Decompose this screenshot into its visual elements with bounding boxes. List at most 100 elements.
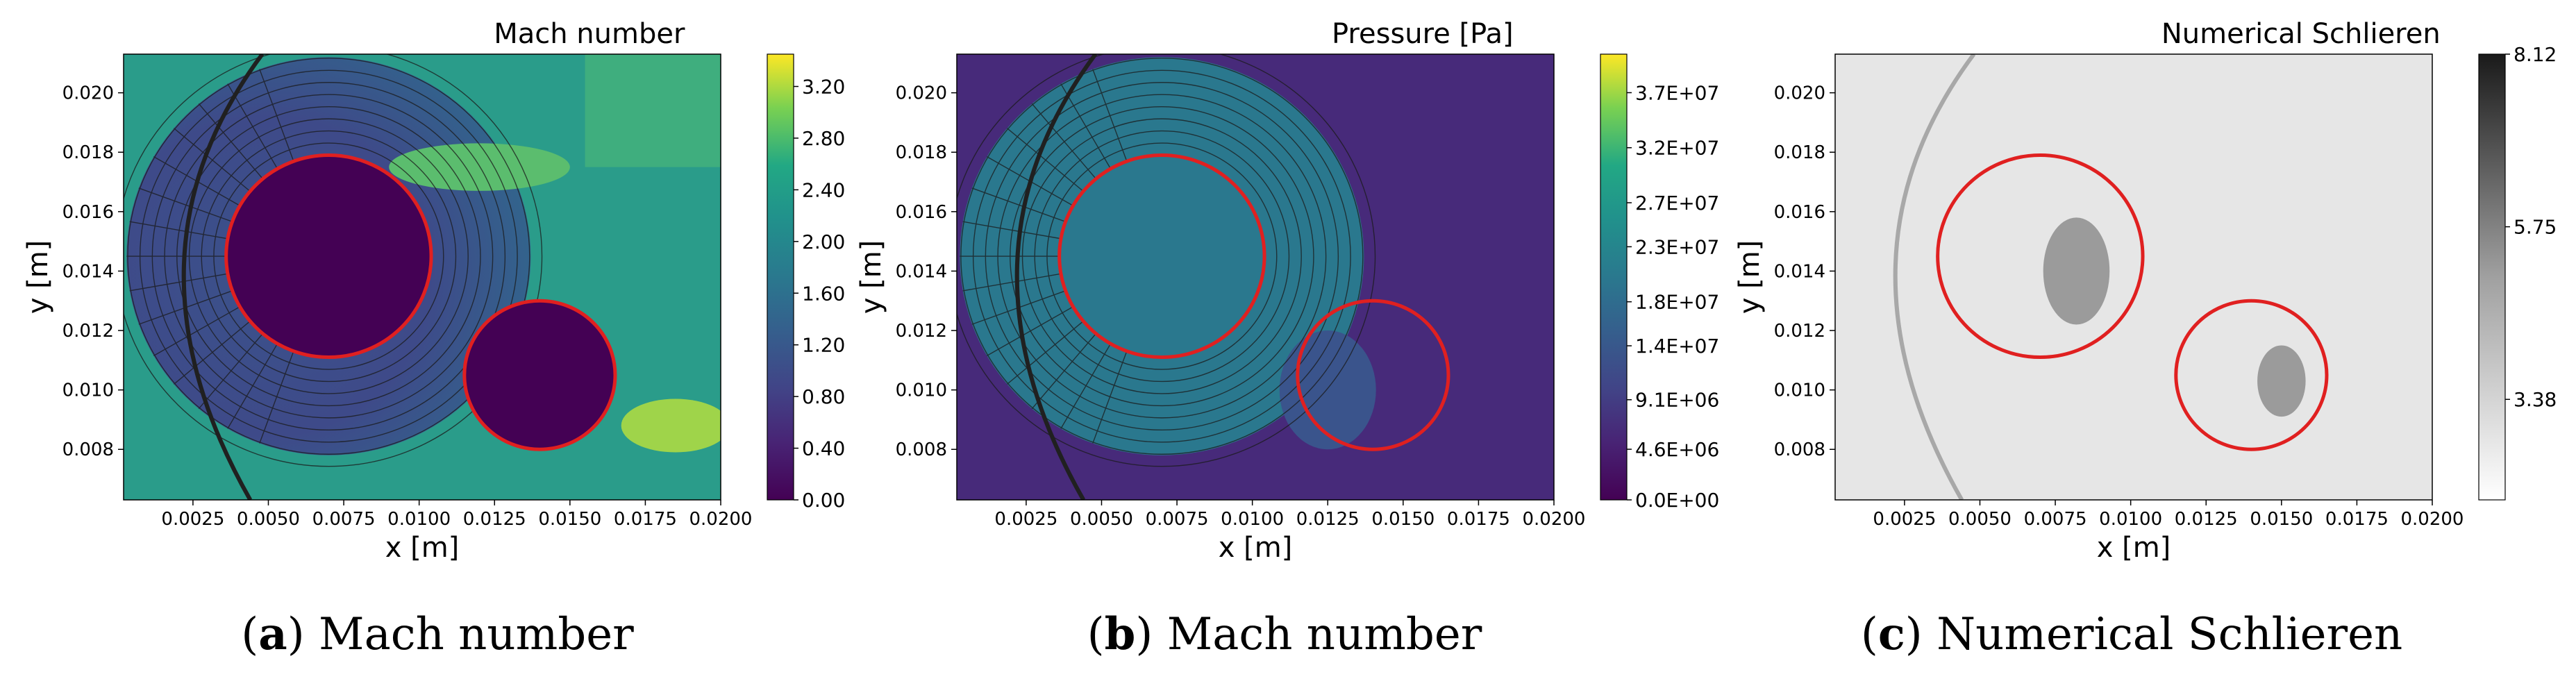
bow-shock [1014, 54, 1098, 500]
plot-frame [1834, 53, 2433, 501]
colorbar [2478, 53, 2506, 501]
caption-letter: b [1105, 608, 1136, 660]
streamline [259, 351, 294, 444]
colorbar-tick-label: 0.40 [802, 437, 845, 460]
x-tick-label: 0.0025 [1873, 509, 1936, 530]
wake-dark-region-2 [2257, 345, 2306, 417]
streamline [129, 273, 228, 292]
streamline [138, 187, 233, 222]
streamline [173, 128, 251, 192]
y-tick-label: 0.018 [896, 142, 947, 163]
colorbar-tick-label: 9.1E+06 [1635, 389, 1719, 412]
plot-frame [123, 53, 721, 501]
x-tick-label: 0.0175 [2325, 509, 2389, 530]
cylinder-1 [1936, 153, 2145, 360]
y-tick-label: 0.008 [1774, 439, 1825, 460]
streamline [227, 83, 278, 169]
y-tick-label: 0.012 [1774, 321, 1825, 342]
colorbar-tick-label: 2.00 [802, 230, 845, 253]
x-tick-label: 0.0150 [538, 509, 601, 530]
y-tick-label: 0.014 [1774, 261, 1825, 282]
x-tick-label: 0.0050 [237, 509, 300, 530]
panel-caption: (b) Mach number [1087, 608, 1482, 660]
x-tick-label: 0.0100 [1221, 509, 1284, 530]
y-axis-label: y [m] [855, 240, 887, 315]
y-tick-label: 0.012 [62, 321, 114, 342]
colorbar-tick-label: 2.3E+07 [1635, 235, 1719, 258]
caption-letter: a [258, 608, 287, 660]
x-tick-label: 0.0075 [1146, 509, 1209, 530]
x-tick-label: 0.0175 [1447, 509, 1510, 530]
colorbar [767, 53, 794, 501]
streamline [1031, 103, 1096, 180]
streamline [173, 321, 251, 385]
x-tick-label: 0.0175 [614, 509, 677, 530]
x-tick-label: 0.0075 [2024, 509, 2087, 530]
caption-letter: c [1878, 608, 1905, 660]
y-axis-label: y [m] [1734, 240, 1766, 315]
streamline [1006, 128, 1084, 192]
y-tick-label: 0.010 [1774, 380, 1825, 401]
y-tick-label: 0.016 [896, 202, 947, 223]
y-tick-label: 0.020 [62, 83, 114, 104]
plot-title: Numerical Schlieren [2161, 18, 2441, 50]
colorbar-tick-label: 0.80 [802, 385, 845, 408]
stagnation-region [1279, 330, 1376, 450]
high-mach-region [585, 54, 721, 167]
cylinder-1 [224, 153, 433, 360]
colorbar-tick-label: 3.38 [2514, 388, 2557, 411]
panel-caption: (c) Numerical Schlieren [1861, 608, 2402, 660]
contour-lines [957, 54, 1376, 467]
bow-shock [181, 54, 265, 500]
caption-text: ) Numerical Schlieren [1905, 609, 2402, 660]
field-plot [957, 54, 1554, 500]
panel-mach-number: 0.0025 0.0050 0.0075 0.0100 0.0125 0.0150 0.01… [22, 18, 845, 660]
x-tick-label: 0.0200 [2401, 509, 2464, 530]
bow-shock [1893, 54, 1976, 500]
streamline [962, 221, 1062, 240]
streamline [198, 103, 263, 180]
panel-numerical-schlieren: 0.0025 0.0050 0.0075 0.0100 0.0125 0.0150 0.01… [1734, 18, 2557, 660]
y-tick-label: 0.014 [896, 261, 947, 282]
caption-paren: ( [1861, 609, 1878, 660]
x-axis-label: x [m] [385, 532, 460, 564]
colorbar-tick-label: 1.4E+07 [1635, 335, 1719, 358]
x-tick-label: 0.0125 [2175, 509, 2238, 530]
cylinder-2 [1296, 299, 1450, 451]
y-tick-label: 0.016 [1774, 202, 1825, 223]
colorbar-tick-label: 5.75 [2514, 216, 2557, 239]
y-axis-label: y [m] [22, 240, 54, 315]
y-tick-label: 0.010 [896, 380, 947, 401]
streamline [259, 69, 294, 162]
x-tick-label: 0.0050 [1070, 509, 1133, 530]
y-tick-label: 0.012 [896, 321, 947, 342]
x-tick-label: 0.0200 [689, 509, 753, 530]
jet-region [621, 399, 721, 453]
y-tick-label: 0.018 [62, 142, 114, 163]
caption-text: ) Mach number [1135, 609, 1482, 660]
streamline [198, 333, 263, 410]
streamline [986, 306, 1073, 357]
field-plot [1835, 54, 2432, 500]
x-tick-label: 0.0200 [1523, 509, 1586, 530]
x-tick-label: 0.0025 [161, 509, 224, 530]
contour-lines [124, 54, 543, 467]
contour-line [124, 54, 543, 467]
colorbar-tick-label: 8.12 [2514, 43, 2557, 66]
x-tick-label: 0.0125 [463, 509, 526, 530]
plot-title: Mach number [494, 18, 685, 50]
streamline [1092, 351, 1128, 444]
colorbar-tick-label: 3.2E+07 [1635, 137, 1719, 160]
y-tick-label: 0.018 [1774, 142, 1825, 163]
background-region [1835, 54, 2432, 500]
panel-pressure-pa-: 0.0025 0.0050 0.0075 0.0100 0.0125 0.0150 0.01… [855, 18, 1719, 660]
colorbar-tick-label: 2.40 [802, 178, 845, 201]
x-tick-label: 0.0075 [312, 509, 376, 530]
streamline [962, 273, 1062, 292]
contour-line [957, 54, 1376, 467]
wake-dark-region [2043, 217, 2110, 325]
streamline [129, 221, 228, 240]
colorbar-tick-label: 4.6E+06 [1635, 438, 1719, 461]
streamline [227, 343, 278, 429]
